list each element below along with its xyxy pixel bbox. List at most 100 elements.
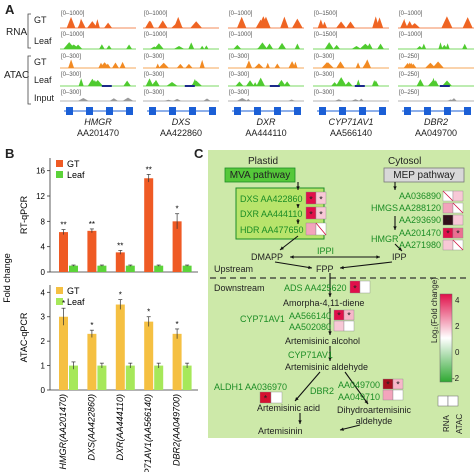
y-tick-label: 16 [36,167,45,176]
track-peak [375,17,384,28]
y-tick-label: 4 [41,243,46,252]
arrow-head [296,204,300,208]
atac-peak-marker [439,85,450,87]
y-tick-label: 0 [41,268,46,277]
artemisinic-aldehyde-label: Artemisinic aldehyde [285,362,369,372]
heat-cell-rna [305,222,317,236]
track-label: Leaf [34,75,52,85]
track-peak [401,18,407,28]
arrow-head [340,265,344,270]
track-peak [123,80,131,86]
mva-header-box [224,167,296,183]
gene-id-label: AA422860 [159,128,203,138]
track-peak [255,19,266,28]
x-category-label: DXR(AA444110) [115,394,125,460]
upstream-label: Upstream [214,264,254,274]
fpp-label: FPP [316,264,334,274]
track-scale-label: [0–1000] [399,11,423,17]
bar [154,265,164,272]
heat-cell-atac [452,227,464,239]
heat-slash [452,239,464,251]
significance-mark: * [147,308,150,317]
legend-label: Leaf [67,170,85,180]
track-peak [173,16,183,28]
heat-cell-atac [452,214,464,226]
track-peak [265,43,274,49]
bar [172,333,182,390]
heat-cell-atac [315,206,327,220]
legend-colorbar [439,293,453,383]
gene-name-label: DXR [256,117,276,127]
track-scale-label: [0–1000] [144,32,168,38]
gene-model-exon [209,107,216,115]
track-peak [252,82,258,86]
track-peak [122,97,134,101]
hmgs-id-3: AA293690 [399,215,442,225]
y-tick-label: 8 [41,217,46,226]
arrow-head [393,226,397,230]
atac-peak-marker [101,85,112,87]
track-peak [158,62,169,68]
bar [69,265,78,272]
track-peak [190,21,203,28]
track-peak [106,45,112,49]
rna-bracket [27,13,31,49]
heat-slash [442,190,454,202]
track-peak [235,81,244,86]
track-peak [164,99,173,101]
track-scale-label: [0–300] [314,90,335,96]
heat-star: * [319,210,323,220]
legend-label: Leaf [67,297,85,307]
heat-cell-rna [442,239,454,251]
heat-cell-atac [343,320,355,332]
amorpha-label: Amorpha-4,11-diene [283,298,365,308]
track-scale-label: [0–250] [399,90,420,96]
track-peak [438,42,443,49]
track-scale-label: [0–1000] [229,32,253,38]
y-tick-label: 0 [41,386,46,395]
track-peak [257,42,268,49]
track-peak [172,98,182,101]
track-peak [73,44,83,49]
legend-tick-2: 2 [455,322,460,331]
arrow-head [290,255,294,259]
legend-atac-swatch [447,395,459,407]
dbr2-id-2: AA049710 [338,392,381,402]
significance-mark: * [119,291,122,300]
track-peak [246,98,251,101]
gene-model-exon [66,107,73,115]
mva-pathway-label: MVA pathway [229,170,291,181]
legend-title: Log₂(Fold change) [430,277,439,343]
track-peak [356,79,361,86]
heat-star: * [319,195,323,205]
heat-star: * [446,216,450,226]
track-peak [237,16,247,28]
bar [87,230,97,272]
heat-cell-rna [382,389,394,401]
track-peak [245,60,253,68]
track-peak [372,80,379,86]
heat-star: * [353,284,357,294]
significance-mark: * [176,205,179,214]
track-scale-label: [0–300] [314,54,335,60]
track-peak [155,63,160,68]
track-peak [254,63,264,68]
bar [97,365,107,390]
track-peak [425,62,436,68]
track-peak [191,78,198,86]
mva-gene-hdr: HDR AA477650 [240,225,304,235]
track-peak [176,64,184,68]
track-peak [150,46,159,49]
track-scale-label: [0–300] [61,72,82,78]
track-peak [158,20,168,28]
track-label: Input [34,93,55,103]
bar [59,316,68,390]
track-label: Leaf [34,36,52,46]
atac-peak-marker [354,85,365,87]
track-peak [432,61,444,68]
track-peak [104,63,111,68]
heat-star: * [337,311,341,321]
bar [87,333,97,390]
downstream-label: Downstream [214,283,265,293]
